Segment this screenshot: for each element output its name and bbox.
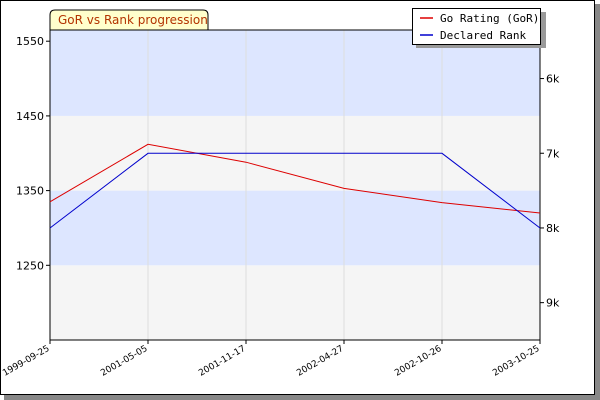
series-line-gor bbox=[49, 143, 541, 214]
legend-box bbox=[412, 8, 541, 45]
y-left-tick-label: 1550 bbox=[16, 35, 44, 48]
background-band bbox=[50, 265, 540, 340]
y-left-tick-label: 1250 bbox=[16, 259, 44, 272]
background-bands bbox=[50, 30, 540, 340]
legend-label-rank: Declared Rank bbox=[440, 29, 526, 42]
plot-area-border bbox=[49, 29, 541, 341]
y-left-tick-label: 1450 bbox=[16, 110, 44, 123]
y-right-tick-label: 6k bbox=[546, 73, 560, 86]
chart-title-box: GoR vs Rank progression bbox=[49, 9, 209, 31]
y-left-tick-label: 1350 bbox=[16, 185, 44, 198]
vertical-grid bbox=[147, 30, 443, 340]
legend-label-gor: Go Rating (GoR) bbox=[440, 12, 539, 25]
legend: Go Rating (GoR) Declared Rank bbox=[412, 8, 546, 48]
y-right-tick-label: 8k bbox=[546, 222, 560, 235]
series-line-rank bbox=[49, 152, 541, 229]
y-axis-left-labels: 1250 1350 1450 1550 bbox=[16, 35, 50, 272]
chart-title-shape bbox=[49, 9, 209, 31]
y-right-tick-label: 9k bbox=[546, 297, 560, 310]
background-band bbox=[50, 190, 540, 266]
y-right-tick-label: 7k bbox=[546, 147, 560, 160]
y-axis-right-labels: 9k 8k 7k 6k bbox=[540, 73, 560, 310]
chart-title: GoR vs Rank progression bbox=[58, 13, 208, 27]
series-lines bbox=[49, 143, 541, 229]
